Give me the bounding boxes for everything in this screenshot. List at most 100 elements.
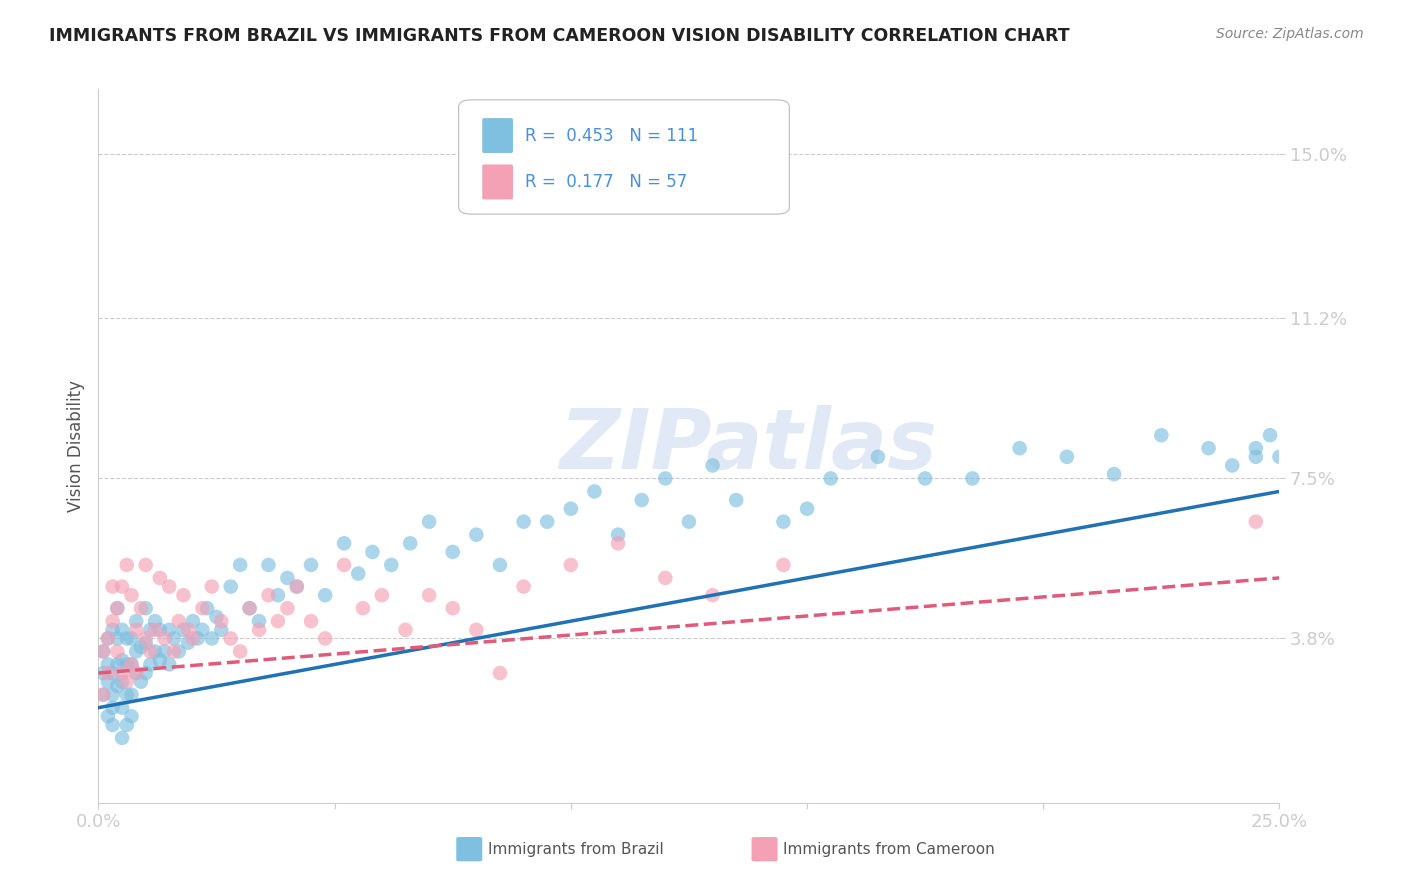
Point	[299, 614, 322, 628]
Point	[914, 471, 936, 485]
Point	[101, 614, 124, 628]
Point	[205, 610, 228, 624]
Point	[1292, 441, 1315, 455]
Point	[115, 718, 138, 732]
Point	[101, 688, 124, 702]
Point	[97, 674, 120, 689]
Point	[725, 493, 748, 508]
Point	[1353, 450, 1375, 464]
Point	[441, 545, 464, 559]
Point	[191, 623, 214, 637]
Point	[465, 527, 488, 541]
Point	[1008, 441, 1031, 455]
Point	[97, 632, 120, 646]
Point	[177, 623, 200, 637]
Point	[489, 666, 512, 681]
Point	[1362, 441, 1385, 455]
Point	[121, 688, 143, 702]
Point	[299, 558, 322, 572]
Point	[167, 644, 190, 658]
Point	[153, 644, 176, 658]
Point	[135, 601, 157, 615]
Point	[149, 653, 172, 667]
Point	[866, 450, 889, 464]
Point	[1268, 450, 1291, 464]
Point	[105, 644, 128, 658]
Point	[125, 666, 148, 681]
Point	[129, 674, 152, 689]
Point	[125, 614, 148, 628]
Point	[267, 588, 290, 602]
Text: Immigrants from Cameroon: Immigrants from Cameroon	[783, 842, 995, 856]
Point	[333, 558, 356, 572]
Point	[1324, 458, 1347, 473]
Point	[101, 623, 124, 637]
Y-axis label: Vision Disability: Vision Disability	[66, 380, 84, 512]
Point	[191, 601, 214, 615]
Point	[135, 558, 157, 572]
Text: Source: ZipAtlas.com: Source: ZipAtlas.com	[1216, 27, 1364, 41]
Point	[267, 614, 290, 628]
Point	[139, 644, 162, 658]
Point	[115, 674, 138, 689]
Point	[201, 632, 224, 646]
Point	[121, 657, 143, 672]
Point	[229, 644, 252, 658]
Text: Immigrants from Brazil: Immigrants from Brazil	[488, 842, 664, 856]
Point	[91, 644, 114, 658]
Point	[247, 623, 270, 637]
Point	[129, 640, 152, 654]
Point	[97, 657, 120, 672]
Point	[101, 718, 124, 732]
Point	[247, 614, 270, 628]
Point	[314, 632, 336, 646]
Point	[347, 566, 370, 581]
Point	[380, 558, 402, 572]
Point	[239, 601, 262, 615]
Point	[371, 588, 394, 602]
Point	[1244, 515, 1267, 529]
Point	[654, 471, 676, 485]
Point	[678, 515, 700, 529]
Point	[167, 614, 190, 628]
Point	[149, 623, 172, 637]
Point	[157, 657, 180, 672]
Point	[654, 571, 676, 585]
Point	[135, 636, 157, 650]
Point	[101, 666, 124, 681]
Text: R =  0.177   N = 57: R = 0.177 N = 57	[524, 173, 688, 191]
Point	[702, 588, 724, 602]
Point	[153, 632, 176, 646]
Point	[91, 644, 114, 658]
Point	[1102, 467, 1125, 482]
Point	[91, 688, 114, 702]
Point	[394, 623, 416, 637]
Point	[115, 632, 138, 646]
Point	[101, 700, 124, 714]
Point	[560, 558, 582, 572]
Point	[187, 632, 209, 646]
Point	[607, 527, 630, 541]
Point	[1316, 471, 1339, 485]
Point	[962, 471, 984, 485]
Point	[209, 623, 232, 637]
Point	[820, 471, 842, 485]
Text: R =  0.453   N = 111: R = 0.453 N = 111	[524, 127, 697, 145]
Point	[219, 580, 242, 594]
Point	[560, 501, 582, 516]
Point	[111, 623, 134, 637]
FancyBboxPatch shape	[752, 837, 778, 862]
Point	[163, 644, 186, 658]
Point	[796, 501, 818, 516]
Point	[702, 458, 724, 473]
Point	[121, 632, 143, 646]
Point	[352, 601, 374, 615]
Point	[105, 632, 128, 646]
Point	[1198, 441, 1220, 455]
Point	[111, 731, 134, 745]
Point	[285, 580, 308, 594]
Point	[1150, 428, 1173, 442]
Point	[229, 558, 252, 572]
FancyBboxPatch shape	[458, 100, 789, 214]
Point	[1056, 450, 1078, 464]
